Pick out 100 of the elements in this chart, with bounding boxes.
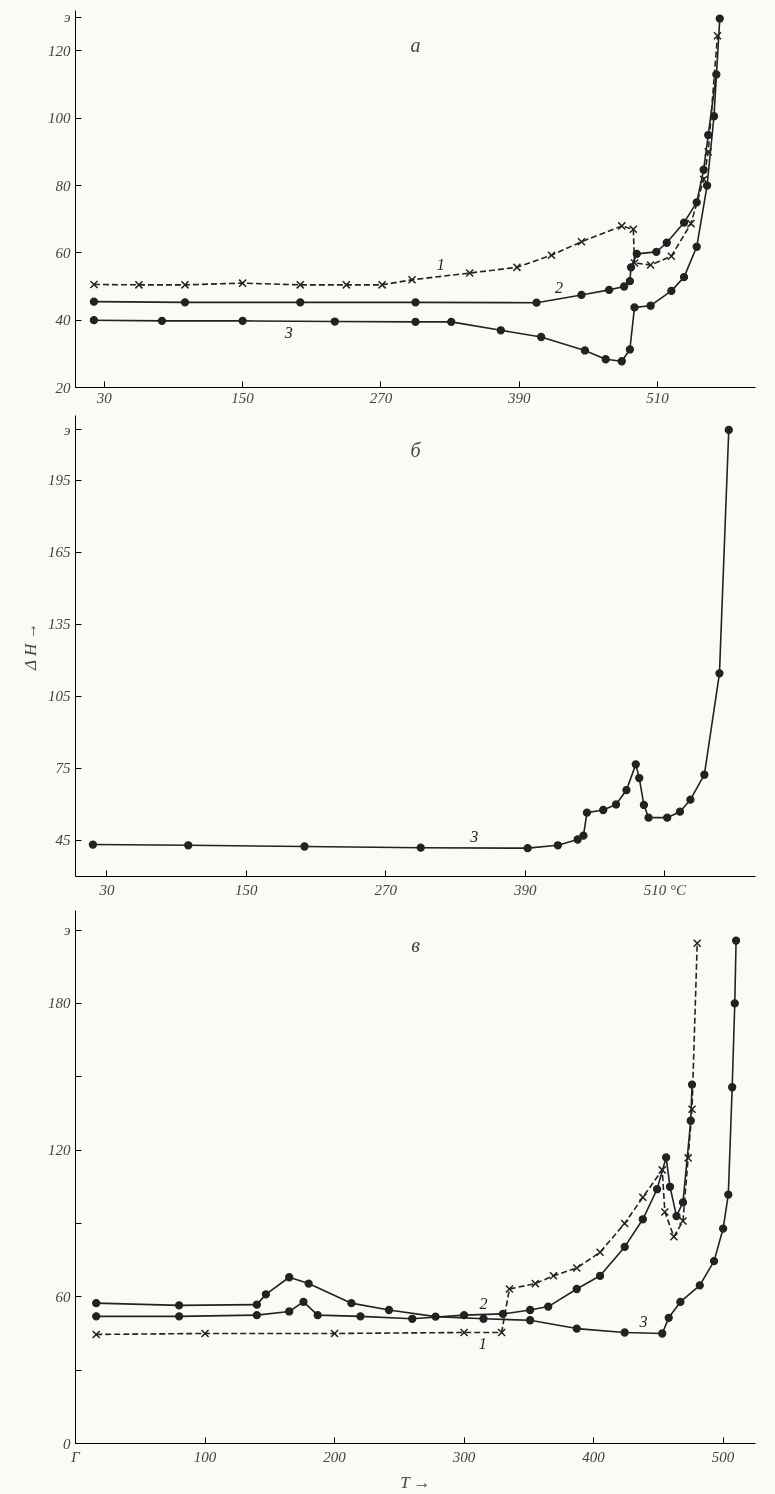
point [285, 1307, 294, 1316]
point [347, 1299, 356, 1308]
point [238, 278, 247, 288]
point [686, 1116, 695, 1125]
point [617, 357, 626, 366]
point [497, 1328, 506, 1337]
x-tick-label: 30 [95, 389, 113, 406]
point [676, 1297, 685, 1307]
point [595, 1271, 605, 1280]
point [662, 238, 671, 247]
series-label: 2 [554, 278, 563, 296]
point [629, 225, 638, 234]
series-label: 1 [478, 1335, 487, 1353]
point [646, 260, 655, 270]
point [687, 1080, 697, 1089]
point [300, 842, 309, 851]
point [184, 841, 193, 850]
point [342, 280, 351, 290]
point [626, 263, 636, 272]
x-tick-label: 150 [231, 389, 255, 406]
point [296, 298, 305, 307]
point [200, 1329, 210, 1338]
point [89, 316, 99, 325]
point [447, 317, 456, 326]
point [692, 198, 701, 207]
point [718, 1224, 728, 1233]
point [88, 840, 98, 849]
point [180, 298, 190, 307]
series-label: 3 [469, 827, 479, 845]
y-axis-title: Δ H → [21, 622, 40, 671]
point [157, 316, 167, 325]
point [630, 303, 639, 312]
point [252, 1300, 261, 1309]
point [730, 999, 739, 1008]
x-tick-label: 100 [193, 1448, 217, 1465]
point [431, 1312, 440, 1321]
point [356, 1312, 365, 1321]
point [525, 1305, 535, 1315]
point [661, 1153, 671, 1162]
point [91, 1330, 101, 1339]
point [89, 297, 99, 306]
x-tick-label: 150 [235, 881, 259, 898]
point [646, 301, 655, 310]
point [704, 130, 713, 140]
point [692, 938, 702, 948]
point [174, 1312, 184, 1321]
y-tick-label: 180 [48, 995, 71, 1012]
point [625, 276, 635, 286]
y-tick-label: э [63, 922, 71, 939]
x-tick-label: Г [70, 1448, 82, 1465]
point [304, 1279, 313, 1288]
x-tick-label: 390 [506, 389, 531, 406]
x-tick-label: 390 [513, 881, 538, 898]
y-tick-label: э [63, 9, 71, 26]
point [678, 1198, 688, 1207]
point [498, 1309, 508, 1319]
y-tick-label: э [63, 421, 71, 438]
y-tick-label: 45 [55, 832, 71, 849]
point [728, 1083, 737, 1092]
point [582, 808, 592, 817]
point [667, 251, 676, 261]
series-label: 3 [638, 1312, 648, 1330]
x-tick-label: 400 [582, 1448, 606, 1465]
point [700, 770, 709, 779]
point [625, 345, 635, 354]
point [92, 1299, 101, 1308]
point [715, 14, 724, 23]
point [579, 831, 588, 840]
point [652, 247, 661, 256]
y-tick-label: 75 [55, 760, 71, 777]
point [92, 1312, 101, 1321]
x-tick-label: 500 [711, 1448, 735, 1465]
point [675, 807, 685, 816]
point [261, 1290, 271, 1299]
point [604, 285, 614, 295]
point [631, 760, 640, 769]
point [407, 275, 417, 285]
x-tick-label: 270 [374, 881, 398, 898]
point [601, 355, 610, 364]
x-tick-label: 510 [646, 389, 670, 406]
point [630, 258, 639, 268]
point [652, 1185, 662, 1194]
series-label: 2 [479, 1294, 488, 1312]
point [411, 317, 420, 326]
point [180, 280, 190, 290]
point [416, 843, 425, 852]
point [635, 773, 644, 783]
point [638, 1193, 648, 1202]
y-tick-label: 80 [55, 177, 71, 194]
point [683, 1153, 693, 1163]
x-axis-title: T → [400, 1472, 431, 1492]
point [678, 1216, 688, 1226]
point [644, 813, 653, 822]
point [549, 1271, 558, 1281]
y-tick-label: 0 [63, 1435, 71, 1452]
point [620, 1242, 629, 1252]
y-tick-label: 120 [48, 42, 71, 59]
point [299, 1297, 308, 1307]
point [663, 813, 672, 822]
point [709, 1256, 719, 1266]
